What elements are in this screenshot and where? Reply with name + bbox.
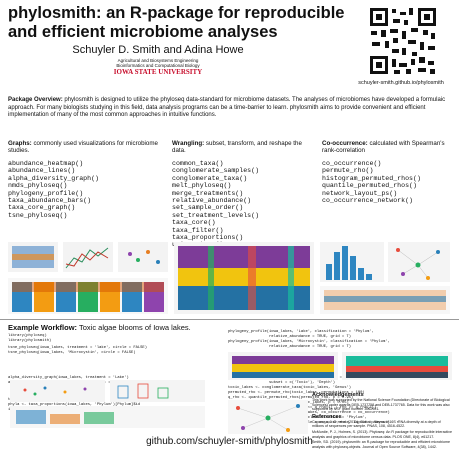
code-line: permuted_rho <- permute_rho(toxic_lakes,…: [228, 391, 365, 395]
function-name: common_taxa(): [172, 160, 224, 167]
function-name: phylogeny_profile(): [8, 189, 84, 197]
function-name: taxa_abundance_bars(): [8, 197, 92, 205]
function-name: taxa_core_graph(): [8, 204, 76, 212]
function-name: tsne_phyloseq(): [8, 211, 68, 219]
example-plots: [8, 242, 450, 314]
function-name: melt_phyloseq(): [172, 182, 232, 190]
ack-heading: Acknowledgements: [312, 392, 364, 398]
function-name: abundance_lines(): [8, 167, 76, 175]
code-line: library(phylosmith): [8, 339, 52, 343]
function-name: relative_abundance(): [172, 197, 252, 205]
code-line: library(phyloseq): [8, 334, 47, 338]
function-name: set_treatment_levels(): [172, 211, 260, 219]
column-text: calculated with Spearman's rank-correlat…: [322, 140, 445, 154]
column-text: commonly used visualizations for microbi…: [8, 140, 158, 154]
function-name: nmds_phyloseq(): [8, 182, 68, 190]
footer-url: github.com/schuyler-smith/phylosmith: [146, 436, 313, 447]
function-name: quantile_permuted_rhos(): [322, 182, 417, 190]
qr-code: [368, 6, 438, 76]
function-column: Graphs: commonly used visualizations for…: [8, 140, 158, 219]
function-name: alpha_diversity_graph(): [8, 174, 100, 182]
reference: McMurdie, P. J., Holmes, S. (2013). Phyl…: [312, 429, 452, 439]
acknowledgements: Acknowledgements This work was supported…: [312, 392, 452, 450]
function-column: Co-occurrence: calculated with Spearman'…: [322, 140, 454, 204]
function-name: taxa_core(): [172, 219, 216, 227]
column-description: Graphs: commonly used visualizations for…: [8, 140, 158, 154]
function-name: co_occurrence(): [322, 160, 382, 167]
function-name: taxa_filter(): [172, 226, 224, 234]
left-plots: [10, 380, 205, 428]
example-heading: Example Workflow: Toxic algae blooms of …: [8, 323, 191, 332]
function-name: network_layout_ps(): [322, 189, 398, 197]
function-name: conglomerate_samples(): [172, 167, 260, 175]
ref-heading: References: [312, 413, 342, 420]
overview-heading: Package Overview:: [8, 97, 63, 103]
university: IOWA STATE UNIVERSITY: [113, 68, 203, 76]
column-text: subset, transform, and reshape the data.: [172, 140, 302, 154]
example-title: Example Workflow:: [8, 323, 78, 332]
code-line: alpha_diversity_graph(iowa_lakes, treatm…: [8, 376, 129, 380]
code-line: tsne_phyloseq(iowa_lakes, 'Microcystin',…: [8, 351, 136, 355]
column-heading: Graphs:: [8, 140, 32, 147]
affiliation: Agricultural and Biosystems Engineering: [117, 58, 199, 63]
function-name: conglomerate_taxa(): [172, 174, 248, 182]
function-name: abundance_heatmap(): [8, 160, 84, 167]
column-heading: Co-occurrence:: [322, 140, 368, 147]
function-name: histogram_permuted_rhos(): [322, 174, 421, 182]
ack-text: This work was supported by the National …: [312, 398, 450, 412]
code-line: phylogeny_profile(iowa_lakes, 'Microcyst…: [228, 340, 390, 344]
authors: Schuyler D. Smith and Adina Howe: [72, 44, 244, 56]
column-heading: Wrangling:: [172, 140, 205, 147]
overview-text: phylosmith is designed to utilize the ph…: [8, 97, 446, 118]
function-name: permute_rho(): [322, 167, 374, 175]
code-line: phylogeny_profile(iowa_lakes, 'Lake', cl…: [228, 330, 374, 334]
right-plots: [228, 352, 452, 380]
function-name: co_occurrence_network(): [322, 197, 414, 205]
function-column: Wrangling: subset, transform, and reshap…: [172, 140, 312, 249]
qr-url: schuyler-smith.github.io/phylosmith: [358, 80, 444, 86]
code-line: toxic_lakes <- conglomerate_taxa(toxic_l…: [228, 386, 352, 390]
code-line: q_rho <- quantile_permuted_rhos(permuted…: [228, 396, 354, 400]
code-line: tsne_phyloseq(iowa_lakes, treatment = 'l…: [8, 346, 147, 350]
network-plot: [228, 400, 308, 434]
reference: Caporaso, J. G., et al. (2011). Global p…: [312, 419, 441, 429]
function-name: merge_treatments(): [172, 189, 244, 197]
overview: Package Overview: phylosmith is designed…: [8, 97, 452, 120]
reference: Smith, SD. (2019). phylosmith: an R-pack…: [312, 440, 450, 449]
column-description: Wrangling: subset, transform, and reshap…: [172, 140, 312, 154]
affiliation: Bioinformatics and Computational Biology: [116, 63, 200, 68]
title: phylosmith: an R-package for reproducibl…: [8, 4, 345, 41]
column-description: Co-occurrence: calculated with Spearman'…: [322, 140, 454, 154]
function-name: set_sample_order(): [172, 204, 244, 212]
code-line: relative_abundance = TRUE, grid = T): [228, 335, 352, 339]
divider: [0, 319, 459, 320]
code-line: phyla <- taxa_proportions(iowa_lakes, 'P…: [8, 403, 141, 407]
example-text: Toxic algae blooms of Iowa lakes.: [77, 323, 191, 332]
code-line: subset = c('Toxic'), 'Depth'): [228, 381, 336, 385]
code-line: relative_abundance = TRUE, grid = T): [228, 345, 352, 349]
function-name: taxa_proportions(): [172, 234, 244, 242]
